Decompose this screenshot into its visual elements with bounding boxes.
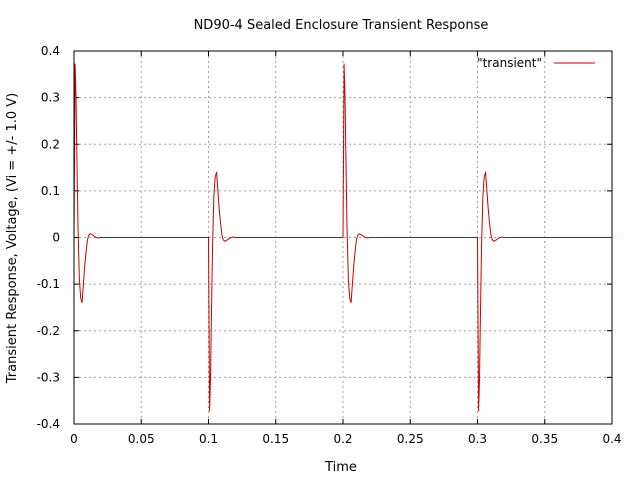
series-line-transient	[73, 63, 612, 412]
y-tick-label: 0.4	[41, 44, 60, 58]
y-tick-label: 0.3	[41, 91, 60, 105]
x-tick-label: 0.1	[199, 432, 218, 446]
y-tick-label: -0.3	[37, 370, 60, 384]
x-tick-label: 0.15	[262, 432, 289, 446]
y-tick-label: 0.1	[41, 184, 60, 198]
y-tick-label: 0.2	[41, 137, 60, 151]
y-tick-label: -0.1	[37, 277, 60, 291]
x-tick-label: 0.35	[531, 432, 558, 446]
x-axis-label: Time	[324, 460, 357, 475]
x-tick-label: 0	[70, 432, 78, 446]
x-tick-label: 0.05	[128, 432, 155, 446]
y-axis-label: Transient Response, Voltage, (Vi = +/- 1…	[5, 93, 20, 384]
plot-frame	[73, 50, 613, 425]
tick-layer: 0 0.05 0.1 0.15 0.2 0.25 0.3 0.35 0.4 -0.4 -0.3 -0.…	[37, 44, 622, 446]
legend: "transient"	[477, 56, 595, 70]
y-tick-label: -0.2	[37, 324, 60, 338]
y-tick-label: -0.4	[37, 417, 60, 431]
chart-title: ND90-4 Sealed Enclosure Transient Respon…	[194, 18, 489, 33]
series-layer	[73, 63, 612, 412]
x-tick-label: 0.25	[397, 432, 424, 446]
legend-label: "transient"	[477, 56, 542, 70]
x-tick-label: 0.4	[602, 432, 621, 446]
x-tick-label: 0.3	[468, 432, 487, 446]
x-tick-label: 0.2	[333, 432, 352, 446]
y-tick-label: 0	[52, 231, 60, 245]
